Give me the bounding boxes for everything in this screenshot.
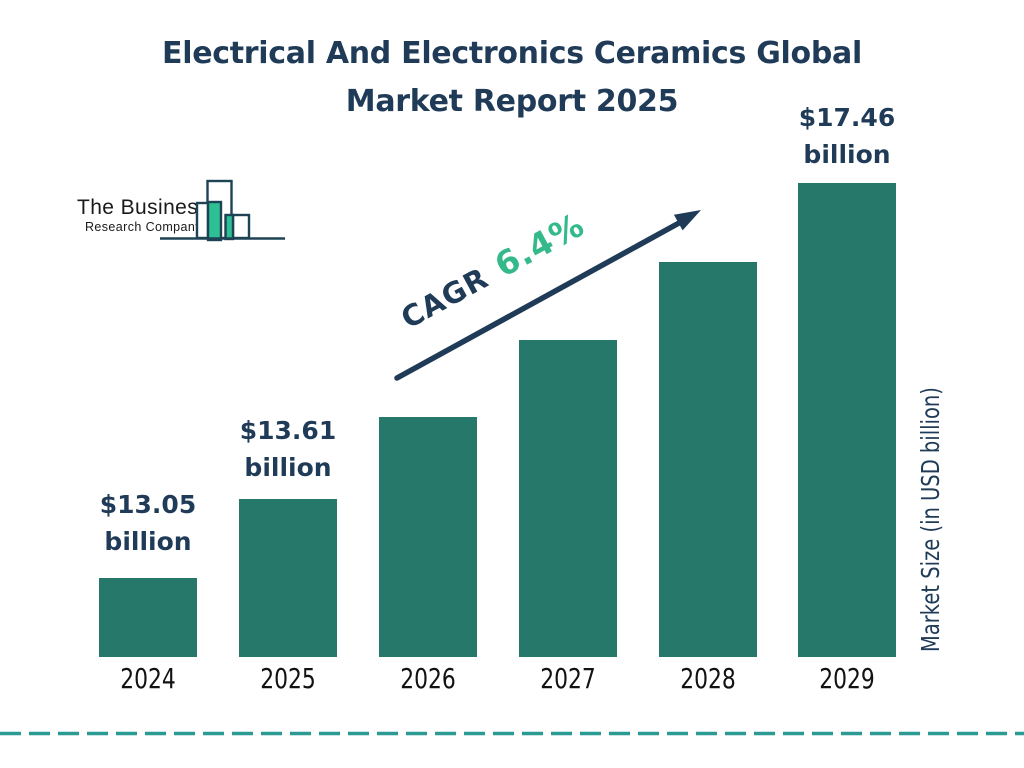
x-axis-label-2027: 2027 — [540, 662, 596, 695]
value-amount: $13.05 — [99, 490, 197, 519]
value-unit: billion — [803, 140, 891, 169]
chart-title-line2: Market Report 2025 — [345, 84, 679, 119]
value-label-2025: $13.61 billion — [198, 412, 378, 486]
bar-2024 — [99, 578, 197, 657]
x-axis-label-2028: 2028 — [680, 662, 736, 695]
chart-title-line1: Electrical And Electronics Ceramics Glob… — [162, 36, 862, 71]
value-amount: $17.46 — [798, 103, 896, 132]
bar-2025 — [239, 499, 337, 657]
value-unit: billion — [104, 527, 192, 556]
value-label-2024: $13.05 billion — [58, 486, 238, 560]
bar-2029 — [798, 183, 896, 657]
x-axis-label-2026: 2026 — [400, 662, 456, 695]
value-label-2029: $17.46 billion — [757, 99, 937, 173]
cagr-value: 6.4% — [488, 204, 591, 285]
bar-2028 — [659, 262, 757, 657]
value-amount: $13.61 — [239, 416, 337, 445]
value-unit: billion — [244, 453, 332, 482]
x-axis-label-2029: 2029 — [819, 662, 875, 695]
cagr-annotation: CAGR6.4% — [393, 204, 592, 338]
cagr-label: CAGR — [395, 260, 495, 336]
bar-chart-logo-icon — [160, 179, 285, 242]
y-axis-title: Market Size (in USD billion) — [916, 387, 945, 652]
x-axis-label-2024: 2024 — [120, 662, 176, 695]
bar-2027 — [519, 340, 617, 657]
brand-logo: The Business Research Company — [70, 170, 300, 250]
page-title: Electrical And Electronics Ceramics Glob… — [0, 30, 1024, 126]
logo-company-subname: Research Company — [85, 220, 202, 234]
x-axis-label-2025: 2025 — [260, 662, 316, 695]
logo-company-name: The Business — [77, 196, 210, 219]
bar-2026 — [379, 417, 477, 657]
